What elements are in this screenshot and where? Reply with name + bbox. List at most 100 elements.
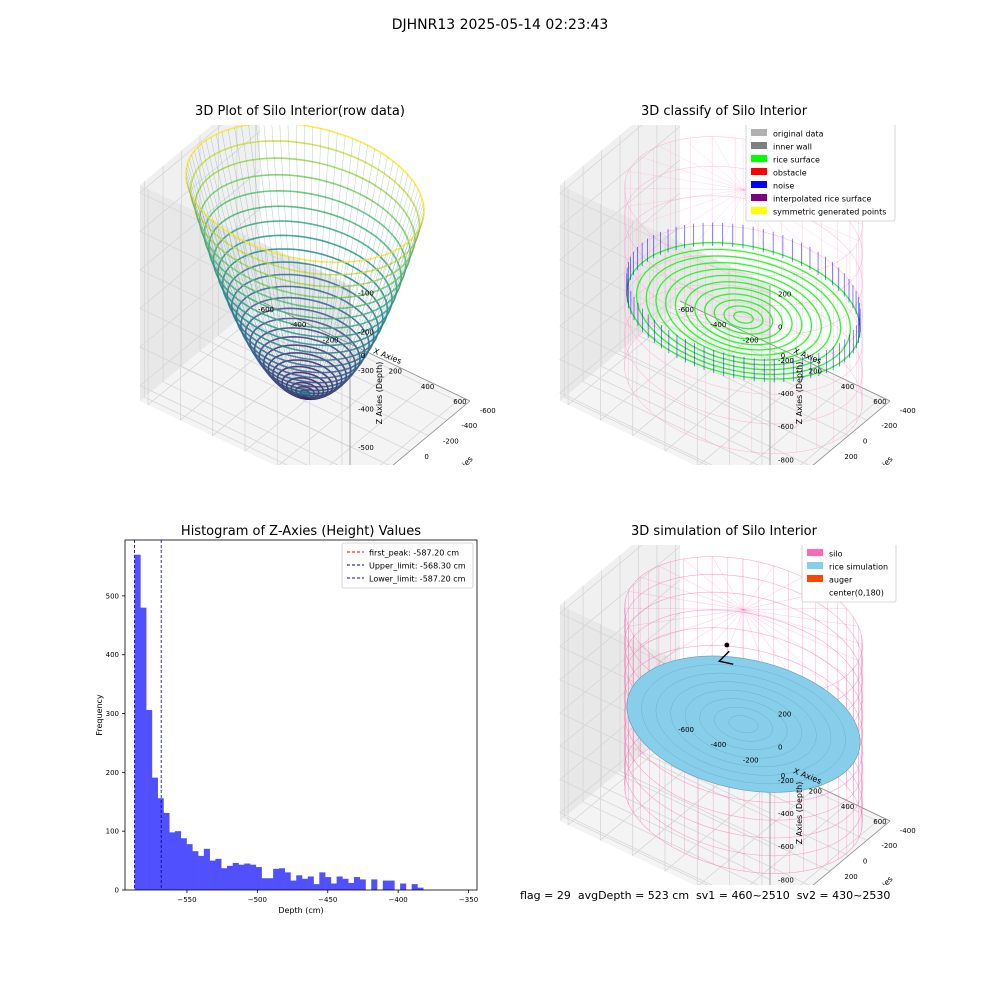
histogram-bar (203, 848, 210, 890)
rice-simulation-mesh (670, 681, 817, 768)
z-tick-label: 0 (778, 744, 782, 752)
silo-roof-line (640, 189, 744, 225)
bowl-ring (231, 273, 380, 362)
x-tick-label: 400 (421, 383, 434, 391)
plot-raw-data-3d: -600-400-2000200400600-600-400-200020040… (139, 125, 496, 465)
silo-roof-line (712, 189, 744, 267)
y-tick-label: -400 (900, 827, 916, 835)
bowl-meridian (304, 253, 389, 399)
histogram-bar (330, 883, 337, 890)
bowl-meridian (304, 260, 306, 399)
plot1-title: 3D Plot of Silo Interior(row data) (195, 104, 405, 119)
gridline-y (638, 545, 849, 856)
bowl-meridian (279, 125, 306, 394)
y-axis-line (812, 400, 891, 465)
plot-frame (124, 539, 478, 891)
x-tick-label: -400 (710, 321, 726, 329)
legend-swatch (751, 155, 767, 162)
silo-roof-line (711, 136, 744, 190)
histogram-bar (180, 838, 187, 890)
bowl-ring (217, 234, 393, 338)
bowl-meridian (271, 125, 306, 394)
legend-swatch (751, 207, 767, 214)
legend-swatch (751, 168, 767, 175)
rice-simulation-mesh (728, 715, 759, 733)
legend-label: first_peak: -587.20 cm (369, 549, 459, 558)
silo-roof-line (743, 609, 847, 676)
y-tick-label: 0 (863, 858, 867, 866)
bowl-meridian (304, 135, 346, 394)
x-tick-label: 0 (361, 352, 365, 360)
histogram-bar (198, 855, 205, 890)
legend-swatch (751, 142, 767, 149)
bowl-meridian (304, 179, 412, 394)
bowl-meridian (248, 125, 306, 394)
histogram-bar (157, 798, 164, 890)
bowl-meridian (304, 128, 322, 394)
histogram-bar (261, 878, 268, 890)
legend-classify: original data inner wall rice surface obsta… (745, 125, 896, 222)
legend-label: Lower_limit: -587.20 cm (369, 575, 466, 584)
x-tick-label: 600 (453, 398, 466, 406)
bowl-meridian (201, 143, 306, 394)
gridline-z (139, 285, 308, 465)
y-tick-label: -200 (881, 422, 897, 430)
bowl-meridian (304, 161, 394, 394)
gridline-x (696, 250, 818, 465)
bowl-meridian (304, 169, 404, 394)
silo-roof-line (658, 565, 744, 610)
bowl-meridian (194, 150, 306, 394)
histogram-bar (226, 865, 234, 890)
silo-roof-line (743, 189, 745, 274)
histogram-bar (273, 868, 280, 890)
rice-surface-ring (733, 311, 754, 324)
silo-roof-line (711, 556, 744, 610)
bowl-meridian (304, 189, 419, 394)
histogram-bar (146, 710, 153, 890)
bowl-meridian (263, 125, 306, 394)
histogram-bar (359, 879, 366, 890)
bowl-meridian (304, 241, 409, 397)
y-tick-label: 400 (106, 651, 119, 659)
silo-roof-line (742, 138, 744, 190)
histogram-bar (267, 878, 274, 890)
bowl-meridian (186, 167, 306, 394)
rice-simulation-mesh (641, 664, 846, 785)
bowl-meridian (210, 137, 306, 394)
histogram-bar (169, 832, 176, 890)
gridline-x (567, 188, 689, 406)
bowl-meridian (304, 251, 394, 398)
bowl-meridian (304, 174, 409, 394)
z-axis-label: Z Axies (Depth) (795, 782, 804, 845)
legend-swatch (751, 194, 767, 201)
x-tick-label: −450 (318, 896, 337, 904)
silo-roof-line (659, 609, 744, 662)
gridline-x (244, 235, 366, 452)
bowl-meridian (189, 158, 306, 394)
bowl-meridian (304, 261, 314, 400)
histogram-bar (255, 867, 262, 890)
bowl-meridian (304, 222, 423, 395)
histogram-bar (336, 876, 343, 890)
y-tick-label: 300 (106, 710, 119, 718)
bowl-meridian (304, 230, 419, 396)
legend-label: auger (829, 576, 853, 585)
legend-label: rice simulation (829, 563, 888, 572)
histogram-bar (342, 878, 349, 890)
x-tick-label: 200 (809, 367, 822, 375)
legend-swatch (807, 575, 823, 582)
bowl-meridian (249, 243, 306, 397)
legend-swatch (751, 129, 767, 136)
bowl-meridian (201, 210, 306, 394)
bowl-meridian (191, 196, 306, 394)
bowl-meridian (304, 255, 383, 399)
z-tick-label: -500 (358, 444, 374, 452)
bowl-meridian (186, 181, 306, 394)
z-tick-label: -400 (778, 390, 794, 398)
z-tick-label: -200 (358, 328, 374, 336)
z-tick-label: -800 (778, 876, 794, 884)
histogram-bar (232, 862, 239, 890)
histogram-bar (192, 851, 199, 890)
bowl-meridian (205, 140, 306, 394)
